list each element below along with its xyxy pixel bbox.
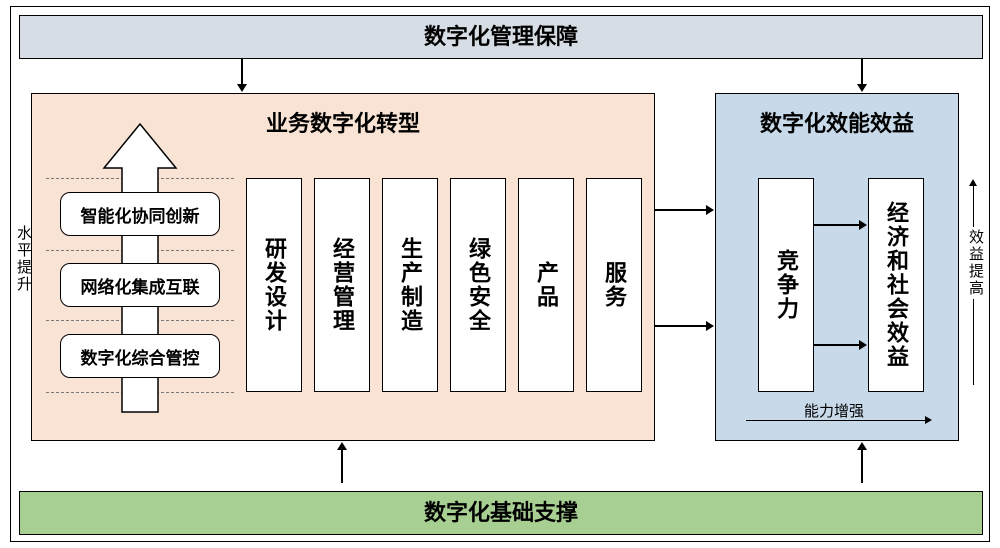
arrow-bot-to-left — [341, 449, 343, 483]
arrow-inner-bot — [814, 344, 860, 346]
arrow-mid-bot-head — [706, 321, 714, 331]
arrow-inner-top-head — [859, 220, 867, 230]
left-vbox-1-label: 研发设计 — [258, 237, 290, 333]
arrow-mid-bot — [655, 325, 707, 327]
pill-2-label: 网络化集成互联 — [81, 273, 200, 298]
pill-1: 智能化协同创新 — [60, 192, 220, 236]
right-vbox-1-label: 竞争力 — [770, 249, 802, 321]
pill-3-label: 数字化综合管控 — [81, 344, 200, 369]
arrow-top-to-left-head — [237, 84, 247, 92]
top-title: 数字化管理保障 — [424, 24, 578, 49]
right-bottom-label: 能力增强 — [804, 400, 864, 421]
right-vbox-2-label: 经济和社会效益 — [880, 201, 912, 369]
left-vbox-2: 经营管理 — [314, 178, 370, 392]
right-title: 数字化效能效益 — [716, 106, 958, 138]
right-side-label: 效益提高 — [965, 227, 986, 299]
arrow-bot-to-left-head — [337, 442, 347, 450]
left-vbox-4: 绿色安全 — [450, 178, 506, 392]
outer-frame: 数字化管理保障 业务数字化转型 智能化协同创新 网络化集成互联 数字化综合管控 … — [10, 6, 990, 542]
left-vbox-6: 服务 — [586, 178, 642, 392]
left-vbox-6-label: 服务 — [598, 261, 630, 309]
left-vbox-3: 生产制造 — [382, 178, 438, 392]
pill-2: 网络化集成互联 — [60, 263, 220, 307]
arrow-bot-to-right-head — [857, 442, 867, 450]
right-vbox-2: 经济和社会效益 — [868, 178, 924, 392]
arrow-ability-head — [925, 416, 932, 424]
top-box: 数字化管理保障 — [19, 15, 983, 59]
arrow-benefit-head — [969, 179, 977, 186]
arrow-mid-top-head — [706, 205, 714, 215]
arrow-inner-top — [814, 224, 860, 226]
right-panel: 数字化效能效益 竞争力 经济和社会效益 能力增强 — [715, 93, 959, 441]
bottom-title: 数字化基础支撑 — [424, 500, 578, 525]
left-vbox-3-label: 生产制造 — [394, 237, 426, 333]
left-vbox-2-label: 经营管理 — [326, 237, 358, 333]
pill-1-label: 智能化协同创新 — [81, 202, 200, 227]
right-vbox-1: 竞争力 — [758, 178, 814, 392]
bottom-box: 数字化基础支撑 — [19, 491, 983, 535]
left-vbox-1: 研发设计 — [246, 178, 302, 392]
left-vbox-4-label: 绿色安全 — [462, 237, 494, 333]
left-side-label: 水平提升 — [13, 225, 34, 293]
left-panel: 业务数字化转型 智能化协同创新 网络化集成互联 数字化综合管控 研发设计 经营管… — [31, 93, 655, 441]
arrow-top-to-right — [861, 59, 863, 85]
arrow-top-to-right-head — [857, 84, 867, 92]
arrow-mid-top — [655, 209, 707, 211]
left-vbox-5-label: 产品 — [530, 261, 562, 309]
left-vbox-5: 产品 — [518, 178, 574, 392]
arrow-bot-to-right — [861, 449, 863, 483]
pill-3: 数字化综合管控 — [60, 334, 220, 378]
arrow-inner-bot-head — [859, 340, 867, 350]
arrow-top-to-left — [241, 59, 243, 85]
